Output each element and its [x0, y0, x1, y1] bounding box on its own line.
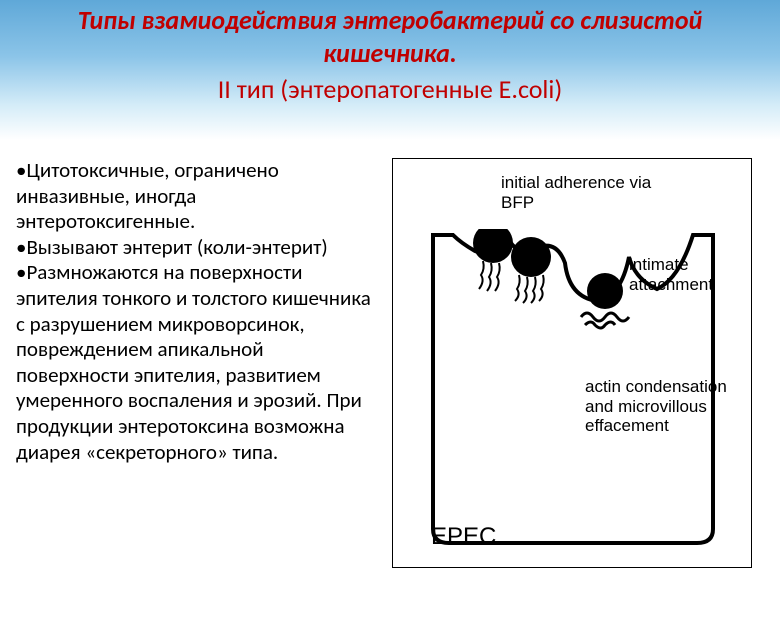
- diagram-frame: initial adherence via BFP intimate attac…: [392, 158, 752, 568]
- diagram-column: initial adherence via BFP intimate attac…: [382, 158, 770, 568]
- bacterium-icon: [473, 229, 513, 263]
- bacterium-icon: [511, 237, 551, 277]
- diagram-epec-label: EPEC: [431, 523, 496, 551]
- bullet-item: •Цитотоксичные, ограничено инвазивные, и…: [16, 158, 376, 235]
- diagram-label-bfp: initial adherence via BFP: [501, 173, 661, 212]
- bullet-item: •Размножаются на поверхности эпителия то…: [16, 260, 376, 465]
- diagram-label-actin: actin condensation and microvillous effa…: [585, 377, 735, 436]
- bacterium-icon: [587, 273, 623, 309]
- bullet-text-column: •Цитотоксичные, ограничено инвазивные, и…: [16, 158, 376, 568]
- slide-body: •Цитотоксичные, ограничено инвазивные, и…: [0, 140, 780, 568]
- slide-header: Типы взамиодействия энтеробактерий со сл…: [0, 0, 780, 140]
- diagram-label-intimate: intimate attachment: [629, 255, 739, 294]
- title-line-2: кишечника.: [323, 37, 457, 69]
- slide-title: Типы взамиодействия энтеробактерий со сл…: [0, 4, 780, 69]
- slide-subtitle: II тип (энтеропатогенные E.coli): [0, 73, 780, 105]
- title-line-1: Типы взамиодействия энтеробактерий со сл…: [78, 4, 703, 36]
- bullet-item: •Вызывают энтерит (коли-энтерит): [16, 235, 376, 261]
